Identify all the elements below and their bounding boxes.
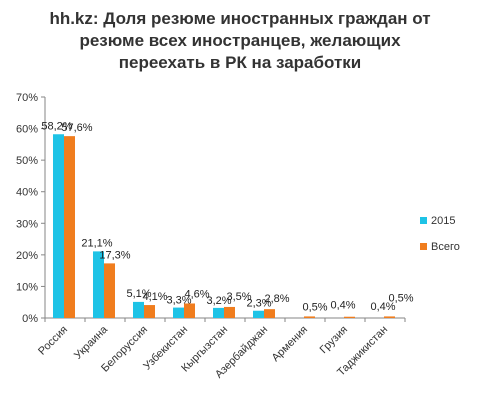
chart-title-line-1: hh.kz: Доля резюме иностранных граждан о… bbox=[49, 9, 431, 28]
data-label: 2,3% bbox=[246, 298, 271, 310]
data-label: 3,2% bbox=[206, 295, 231, 307]
bar-series-total bbox=[224, 306, 235, 318]
y-tick-label: 50% bbox=[16, 155, 38, 167]
data-label: 4,1% bbox=[142, 291, 167, 303]
data-label: 21,1% bbox=[81, 237, 112, 249]
data-label: 3,5% bbox=[226, 291, 251, 303]
data-label: 58,2% bbox=[41, 120, 72, 132]
data-label: 0,5% bbox=[302, 301, 327, 313]
bar-series-2015 bbox=[133, 301, 144, 318]
chart-title-line-2: резюме всех иностранцев, желающих bbox=[79, 31, 401, 50]
bar-series-2015 bbox=[53, 134, 64, 318]
legend-swatch bbox=[420, 243, 427, 250]
bar-series-total bbox=[344, 316, 355, 318]
bar-series-total bbox=[384, 316, 395, 318]
data-label: 0,4% bbox=[370, 301, 395, 313]
data-label: 57,6% bbox=[61, 122, 92, 134]
x-tick-label: Грузия bbox=[318, 324, 351, 357]
y-tick-label: 60% bbox=[16, 124, 38, 136]
bar-series-2015 bbox=[93, 251, 104, 318]
y-tick-label: 30% bbox=[16, 218, 38, 230]
y-tick-label: 70% bbox=[16, 92, 38, 104]
y-tick-label: 40% bbox=[16, 187, 38, 199]
bar-series-total bbox=[184, 303, 195, 318]
chart-title: hh.kz: Доля резюме иностранных граждан о… bbox=[0, 8, 480, 74]
bar-series-total bbox=[104, 263, 115, 318]
x-tick-label: Россия bbox=[36, 324, 70, 358]
x-tick-label: Армения bbox=[270, 324, 311, 365]
chart-title-line-3: переехать в РК на заработки bbox=[118, 53, 362, 72]
data-label: 2,8% bbox=[264, 293, 289, 305]
data-label: 17,3% bbox=[99, 249, 130, 261]
data-label: 5,1% bbox=[126, 288, 151, 300]
data-label: 4,6% bbox=[184, 288, 209, 300]
y-tick-label: 20% bbox=[16, 250, 38, 262]
bar-series-2015 bbox=[253, 310, 264, 318]
bar-series-2015 bbox=[213, 307, 224, 318]
x-tick-label: Украина bbox=[72, 323, 111, 362]
data-label: 0,5% bbox=[388, 292, 413, 304]
data-label: 0,4% bbox=[330, 300, 355, 312]
bar-series-total bbox=[304, 316, 315, 318]
legend-swatch bbox=[420, 217, 427, 224]
legend-label: Всего bbox=[431, 241, 460, 253]
bar-series-total bbox=[64, 136, 75, 318]
bar-series-total bbox=[264, 309, 275, 318]
y-tick-label: 0% bbox=[22, 313, 38, 325]
bar-series-total bbox=[144, 305, 155, 318]
bar-series-2015 bbox=[173, 307, 184, 318]
y-tick-label: 10% bbox=[16, 281, 38, 293]
legend-label: 2015 bbox=[431, 215, 455, 227]
